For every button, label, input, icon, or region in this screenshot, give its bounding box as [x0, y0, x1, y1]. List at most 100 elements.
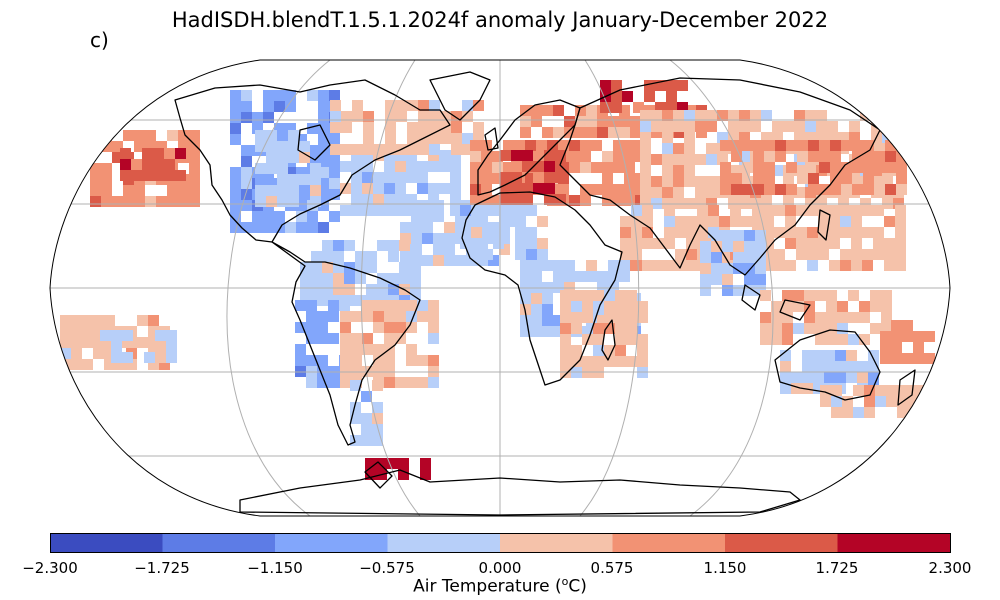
grid-cell: [148, 315, 159, 326]
grid-cell: [93, 348, 104, 359]
grid-cell: [924, 353, 935, 364]
grid-cell: [626, 334, 637, 345]
grid-cell: [330, 100, 341, 111]
grid-cell: [830, 140, 841, 151]
grid-cell: [318, 112, 329, 123]
grid-cell: [318, 222, 329, 233]
grid-cell: [564, 271, 575, 282]
grid-cell: [123, 130, 134, 141]
grid-cells: [60, 80, 935, 480]
grid-cell: [763, 227, 774, 238]
grid-cell: [411, 200, 422, 211]
grid-cell: [739, 132, 750, 143]
grid-cell: [175, 148, 186, 159]
grid-cell: [350, 380, 361, 391]
grid-cell: [851, 216, 862, 227]
grid-cell: [775, 140, 786, 151]
grid-cell: [604, 323, 615, 334]
grid-cell: [492, 151, 503, 162]
grid-cell: [167, 130, 178, 141]
grid-cell: [785, 238, 796, 249]
grid-cell: [406, 161, 417, 172]
grid-cell: [884, 216, 895, 227]
grid-cell: [155, 352, 166, 363]
grid-cell: [619, 260, 630, 271]
grid-cell: [813, 350, 824, 361]
grid-cell: [122, 352, 133, 363]
grid-cell: [862, 227, 873, 238]
grid-cell: [295, 322, 306, 333]
grid-cell: [853, 385, 864, 396]
grid-cell: [299, 152, 310, 163]
grid-cell: [470, 151, 481, 162]
grid-cell: [241, 145, 252, 156]
grid-cell: [429, 100, 440, 111]
grid-cell: [542, 326, 553, 337]
grid-cell: [564, 127, 575, 138]
grid-cell: [230, 189, 241, 200]
grid-cell: [296, 222, 307, 233]
grid-cell: [564, 116, 575, 127]
grid-cell: [515, 205, 526, 216]
grid-cell: [771, 334, 782, 345]
grid-cell: [873, 249, 884, 260]
grid-cell: [288, 141, 299, 152]
grid-cell: [90, 196, 101, 207]
grid-cell: [840, 260, 851, 271]
grid-cell: [882, 176, 893, 187]
grid-cell: [230, 101, 241, 112]
grid-cell: [399, 240, 410, 251]
grid-cell: [330, 144, 341, 155]
grid-cell: [848, 290, 859, 301]
colorbar-bin: [837, 533, 951, 553]
grid-cell: [860, 110, 871, 121]
grid-cell: [511, 183, 522, 194]
grid-cell: [886, 396, 897, 407]
grid-cell: [372, 380, 383, 391]
grid-cell: [522, 194, 533, 205]
colorbar-bin: [500, 533, 613, 553]
grid-cell: [399, 262, 410, 273]
grid-cell: [695, 154, 706, 165]
grid-cell: [166, 330, 177, 341]
grid-cell: [341, 122, 352, 133]
grid-cell: [882, 121, 893, 132]
grid-cell: [145, 196, 156, 207]
grid-cell: [344, 273, 355, 284]
grid-cell: [728, 110, 739, 121]
grid-cell: [819, 162, 830, 173]
grid-cell: [895, 205, 906, 216]
grid-cell: [131, 159, 142, 170]
grid-cell: [526, 205, 537, 216]
grid-cell: [471, 216, 482, 227]
grid-cell: [797, 173, 808, 184]
grid-cell: [700, 285, 711, 296]
grid-cell: [555, 161, 566, 172]
grid-cell: [826, 301, 837, 312]
grid-cell: [525, 173, 536, 184]
grid-cell: [624, 140, 635, 151]
grid-cell: [307, 145, 318, 156]
grid-cell: [159, 359, 170, 370]
grid-cell: [542, 293, 553, 304]
grid-cell: [263, 211, 274, 222]
grid-cell: [804, 323, 815, 334]
grid-cell: [840, 216, 851, 227]
grid-cell: [439, 150, 450, 161]
grid-cell: [902, 320, 913, 331]
grid-cell: [863, 162, 874, 173]
grid-cell: [406, 344, 417, 355]
grid-cell: [363, 122, 374, 133]
grid-cell: [300, 273, 311, 284]
grid-cell: [815, 290, 826, 301]
grid-cell: [851, 227, 862, 238]
grid-cell: [536, 140, 547, 151]
grid-cell: [422, 211, 433, 222]
grid-cell: [862, 260, 873, 271]
grid-cell: [750, 110, 761, 121]
grid-cell: [771, 301, 782, 312]
grid-cell: [329, 156, 340, 167]
grid-cell: [277, 174, 288, 185]
grid-cell: [871, 143, 882, 154]
grid-cell: [420, 458, 431, 469]
